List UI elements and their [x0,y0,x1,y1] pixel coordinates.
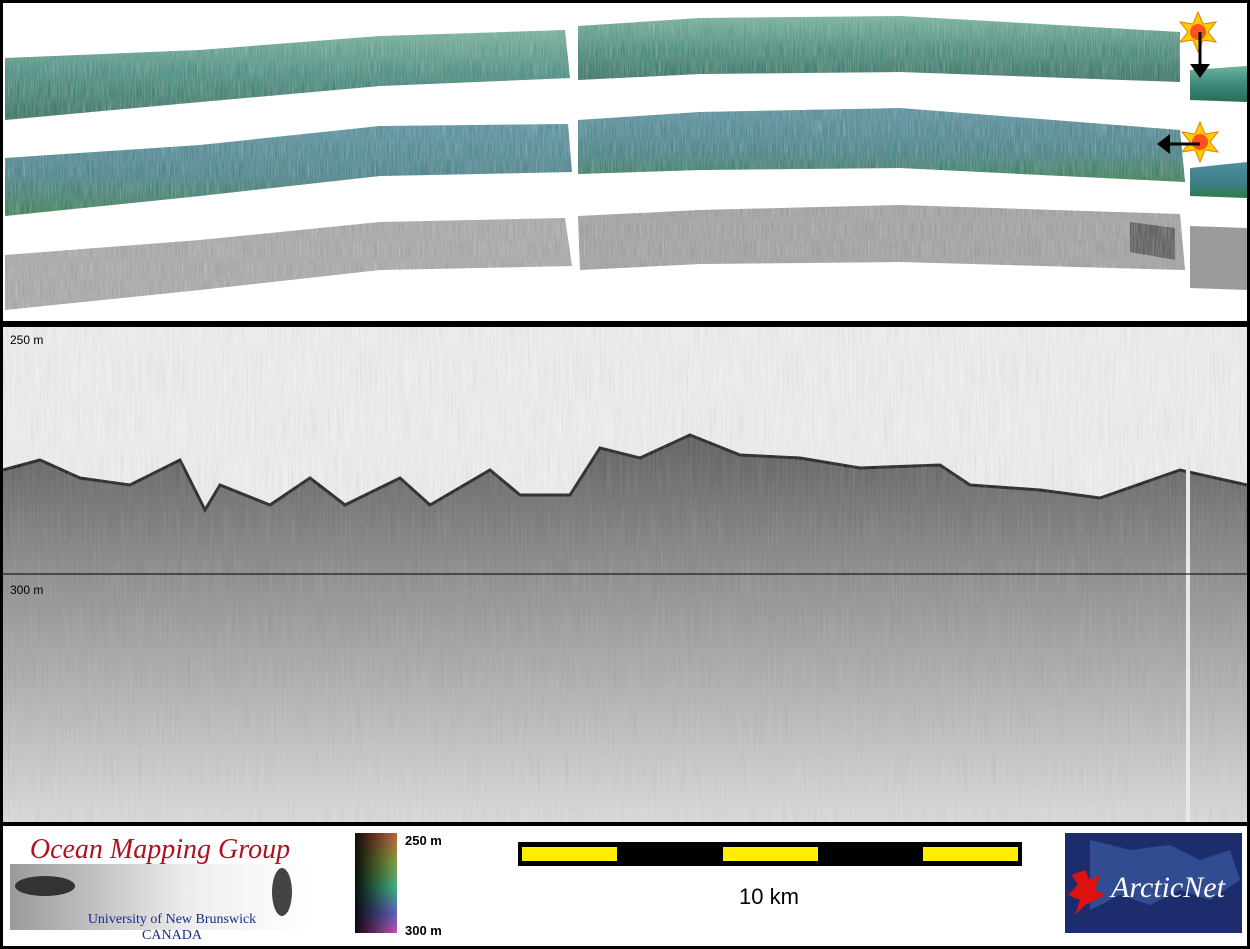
scale-bar: 10 km [518,842,1022,909]
sun-icon [1157,120,1220,164]
depth-label: 250 m [10,333,43,347]
scale-label: 10 km [739,884,799,909]
logo-title: Ocean Mapping Group [30,834,290,865]
depth-label: 300 m [10,583,43,597]
backscatter-colored-swath [5,108,1247,216]
arcticnet-logo: ArcticNet [1065,833,1242,933]
sidescan-swath [5,205,1247,310]
logo-title: ArcticNet [1109,871,1226,904]
sun-icon [1178,10,1218,78]
colorbar: 250 m 300 m [355,833,442,938]
ocean-mapping-logo: Ocean Mapping Group University of New Br… [10,834,310,943]
colorbar-label: 300 m [405,923,442,938]
logo-text: University of New Brunswick [88,912,256,927]
bathymetry-swath [5,16,1247,120]
colorbar-label: 250 m [405,833,442,848]
logo-text: CANADA [142,928,203,943]
